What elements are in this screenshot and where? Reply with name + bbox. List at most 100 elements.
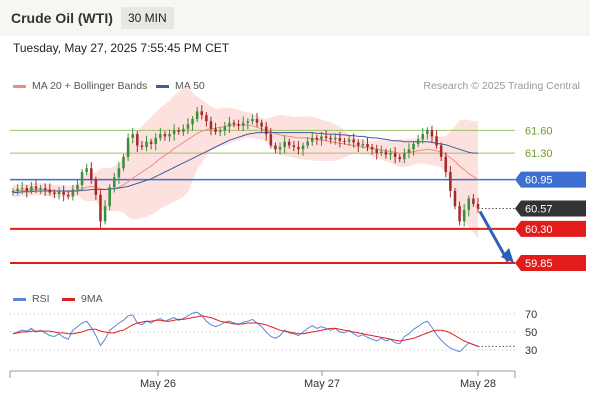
candle-body [122, 156, 125, 169]
chart-datetime: Tuesday, May 27, 2025 7:55:45 PM CET [13, 41, 230, 55]
candle-body [292, 145, 296, 148]
candle [287, 138, 291, 149]
candle [370, 143, 374, 155]
candle [136, 131, 139, 152]
candle [398, 153, 401, 163]
candle [108, 184, 111, 211]
bollinger-band [13, 86, 478, 238]
timeframe-button[interactable]: 30 MIN [121, 7, 174, 29]
candle [177, 127, 181, 135]
legend-ma9-swatch [62, 297, 75, 301]
candle [306, 137, 309, 149]
candle-body [412, 143, 415, 150]
candle-body [140, 145, 144, 148]
level-tag-text: 60.57 [525, 203, 553, 215]
candle [301, 142, 305, 156]
candle [191, 115, 194, 131]
candle [154, 133, 157, 151]
legend-ma20-label: MA 20 + Bollinger Bands [32, 80, 148, 92]
candle-body [62, 191, 65, 195]
candle-body [370, 147, 374, 150]
candle [53, 189, 56, 199]
candle [439, 142, 443, 162]
candle-body [57, 191, 61, 195]
candle [209, 116, 213, 136]
candle-body [237, 124, 240, 126]
level-tag-60.30: 60.30 [515, 220, 586, 237]
candle [237, 119, 240, 130]
candle-body [324, 136, 328, 138]
candle-body [11, 191, 15, 193]
candle [343, 137, 346, 145]
rsi-tick-label: 50 [525, 327, 537, 339]
candle [435, 130, 438, 149]
candle [71, 184, 75, 201]
candle [320, 131, 323, 146]
candle [76, 178, 79, 195]
candle-body [172, 130, 176, 135]
candle [278, 142, 282, 155]
ma20-line [13, 124, 479, 193]
candle [241, 116, 245, 132]
candle [200, 105, 204, 120]
candle-body [94, 179, 98, 195]
candle [85, 163, 88, 176]
candle-body [444, 156, 448, 173]
candle-body [30, 186, 33, 191]
candle [103, 200, 107, 225]
candle-body [416, 139, 420, 144]
level-tag-shape [515, 171, 586, 188]
candle-body [103, 206, 107, 222]
candle-body [25, 187, 29, 191]
candle-body [260, 122, 263, 127]
candle [472, 194, 475, 207]
candle-body [53, 192, 56, 195]
candle-body [214, 128, 217, 132]
candle-body [301, 145, 305, 150]
chart-header: Crude Oil (WTI) 30 MIN [0, 0, 590, 36]
candle-body [357, 142, 360, 146]
candle-body [168, 134, 171, 137]
level-label-61.60: 61.60 [525, 125, 553, 137]
candle [255, 112, 259, 127]
candle [366, 137, 369, 152]
candle-body [48, 189, 52, 193]
candle-body [287, 141, 291, 146]
candle-body [131, 134, 134, 138]
candle [380, 145, 383, 157]
candle-body [389, 153, 392, 155]
candle-body [426, 130, 429, 135]
candle [453, 187, 457, 210]
candle-body [228, 122, 231, 127]
candle-body [264, 126, 268, 135]
candle [48, 183, 52, 196]
candle-body [352, 139, 355, 143]
candle [264, 121, 268, 141]
candle [131, 128, 134, 144]
candle-body [149, 141, 153, 144]
candle-body [338, 137, 342, 141]
candle-body [43, 187, 47, 190]
candle-body [205, 115, 208, 122]
candle-body [108, 187, 111, 207]
candle [90, 162, 93, 184]
rsi-tick-label: 30 [525, 345, 537, 357]
candle [274, 142, 277, 154]
candle [269, 128, 273, 149]
chart-title: Crude Oil (WTI) [11, 10, 113, 26]
candle [297, 140, 300, 155]
legend-ma9: 9MA [62, 293, 103, 305]
candle [163, 131, 167, 141]
candle [310, 131, 314, 146]
candle [334, 133, 337, 145]
candle-body [85, 168, 88, 173]
candle-body [195, 111, 199, 119]
candle-body [462, 209, 466, 222]
level-tag-text: 60.30 [525, 224, 553, 236]
candle [159, 128, 162, 141]
candle [462, 203, 466, 227]
candle [126, 133, 130, 162]
projection-arrow [478, 210, 514, 264]
candle-body [255, 118, 259, 123]
